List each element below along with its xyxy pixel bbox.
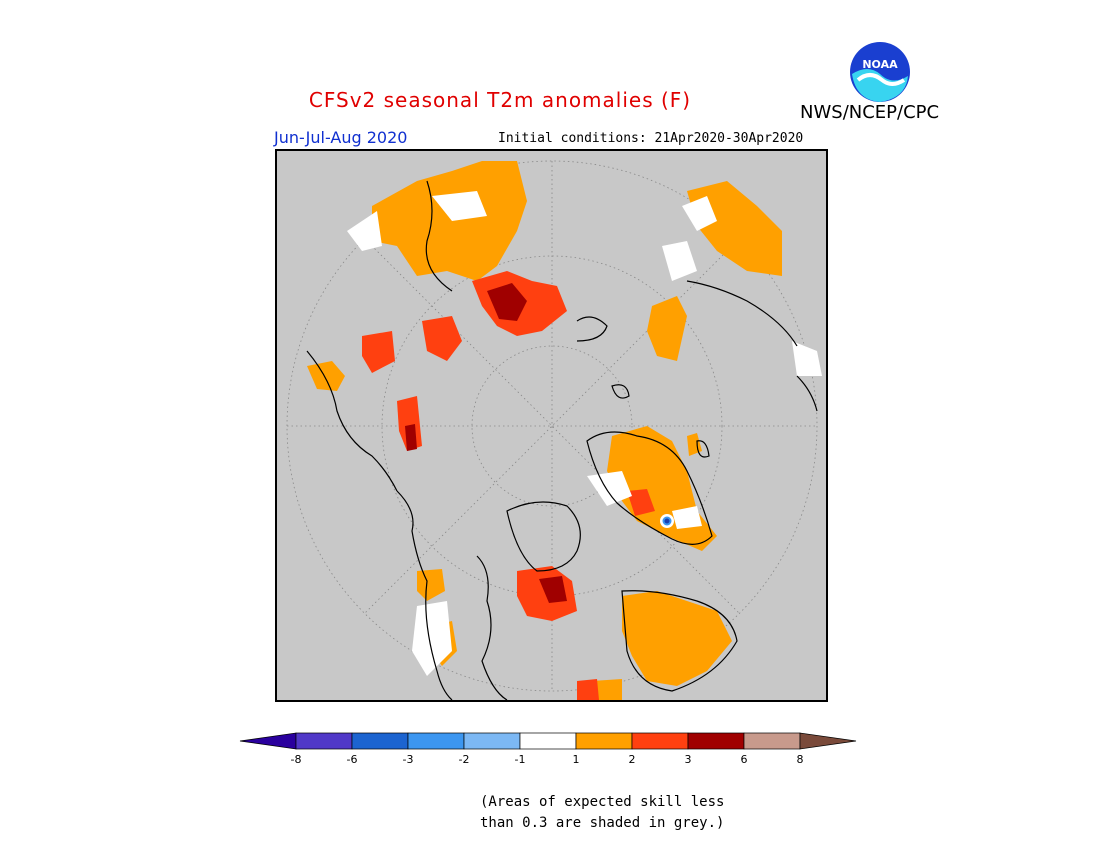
negative-anomaly-spot bbox=[660, 514, 674, 528]
forecast-period: Jun-Jul-Aug 2020 bbox=[274, 128, 408, 147]
legend-swatch bbox=[463, 732, 521, 750]
legend-swatch bbox=[295, 732, 353, 750]
legend-label: -3 bbox=[403, 753, 414, 766]
legend-label: 1 bbox=[573, 753, 580, 766]
legend-label: 8 bbox=[797, 753, 804, 766]
legend-labels: -8 -6 -3 -2 -1 1 2 3 6 8 bbox=[291, 753, 804, 766]
legend-label: 2 bbox=[629, 753, 636, 766]
legend-swatch bbox=[743, 732, 801, 750]
legend-label: -2 bbox=[459, 753, 470, 766]
noaa-logo: NOAA bbox=[850, 42, 910, 102]
legend-swatch bbox=[631, 732, 689, 750]
skill-note: (Areas of expected skill less than 0.3 a… bbox=[480, 792, 724, 834]
legend-label: 3 bbox=[685, 753, 692, 766]
legend-swatch bbox=[575, 732, 633, 750]
skill-note-line1: (Areas of expected skill less bbox=[480, 794, 725, 810]
legend-swatch bbox=[519, 732, 577, 750]
legend-label: -6 bbox=[347, 753, 358, 766]
map-canvas bbox=[286, 160, 822, 700]
legend-swatch bbox=[687, 732, 745, 750]
skill-note-line2: than 0.3 are shaded in grey.) bbox=[480, 815, 725, 831]
coastlines bbox=[306, 180, 818, 700]
map-title: CFSv2 seasonal T2m anomalies (F) bbox=[308, 88, 692, 112]
legend-swatch bbox=[351, 732, 409, 750]
legend-label: 6 bbox=[741, 753, 748, 766]
color-legend: -8 -6 -3 -2 -1 1 2 3 6 8 bbox=[239, 732, 857, 766]
polar-map bbox=[275, 149, 828, 702]
logo-text: NOAA bbox=[862, 58, 898, 71]
agency-label: NWS/NCEP/CPC bbox=[800, 102, 940, 123]
legend-swatch-low bbox=[239, 732, 297, 750]
legend-swatch bbox=[407, 732, 465, 750]
initial-conditions: Initial conditions: 21Apr2020-30Apr2020 bbox=[498, 131, 804, 146]
anomaly-white bbox=[347, 191, 822, 676]
legend-swatch-high bbox=[799, 732, 857, 750]
legend-label: -1 bbox=[515, 753, 526, 766]
legend-label: -8 bbox=[291, 753, 302, 766]
anomaly-3-6 bbox=[405, 283, 567, 603]
legend-swatches bbox=[239, 732, 857, 750]
